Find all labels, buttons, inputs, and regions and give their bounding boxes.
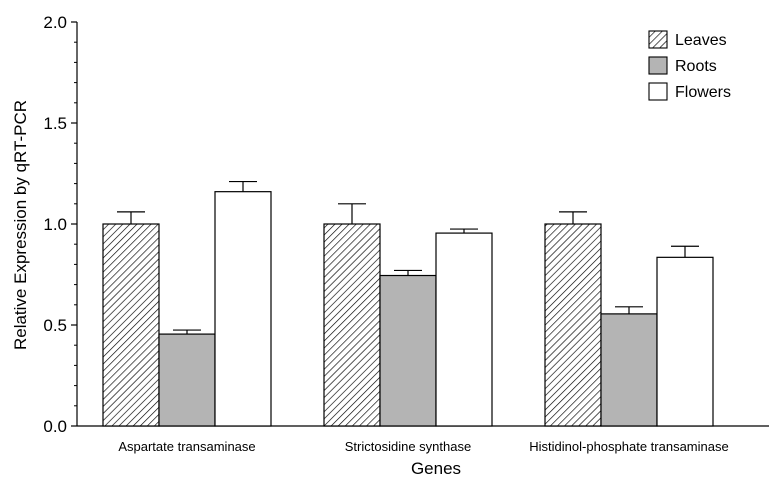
y-tick-label: 2.0 bbox=[43, 13, 67, 32]
legend-label-leaves: Leaves bbox=[675, 32, 727, 49]
bar-roots-2 bbox=[379, 274, 437, 427]
y-tick-label: 0.5 bbox=[43, 316, 67, 335]
legend: Leaves Roots Flowers bbox=[648, 30, 731, 101]
y-tick-label: 1.0 bbox=[43, 215, 67, 234]
y-tick-label: 1.5 bbox=[43, 114, 67, 133]
legend-swatch-leaves bbox=[648, 30, 668, 49]
bar-roots-1 bbox=[158, 333, 216, 427]
x-category-label: Strictosidine synthase bbox=[345, 439, 471, 454]
legend-swatch-roots bbox=[648, 56, 668, 75]
bar-flowers-1 bbox=[214, 191, 272, 427]
bar-leaves-2 bbox=[323, 223, 381, 427]
y-tick-label: 0.0 bbox=[43, 417, 67, 436]
y-axis-title: Relative Expression by qRT-PCR bbox=[11, 100, 30, 350]
x-category-label: Histidinol-phosphate transaminase bbox=[529, 439, 728, 454]
bar-leaves-1 bbox=[102, 223, 160, 427]
legend-label-flowers: Flowers bbox=[675, 84, 731, 101]
legend-swatch-flowers bbox=[648, 82, 668, 101]
x-category-label: Aspartate transaminase bbox=[118, 439, 255, 454]
bar-leaves-3 bbox=[544, 223, 602, 427]
bar-flowers-2 bbox=[435, 232, 493, 427]
legend-label-roots: Roots bbox=[675, 58, 717, 75]
bar-roots-3 bbox=[600, 313, 658, 427]
x-axis-title: Genes bbox=[411, 459, 461, 478]
bar-flowers-3 bbox=[656, 256, 714, 427]
